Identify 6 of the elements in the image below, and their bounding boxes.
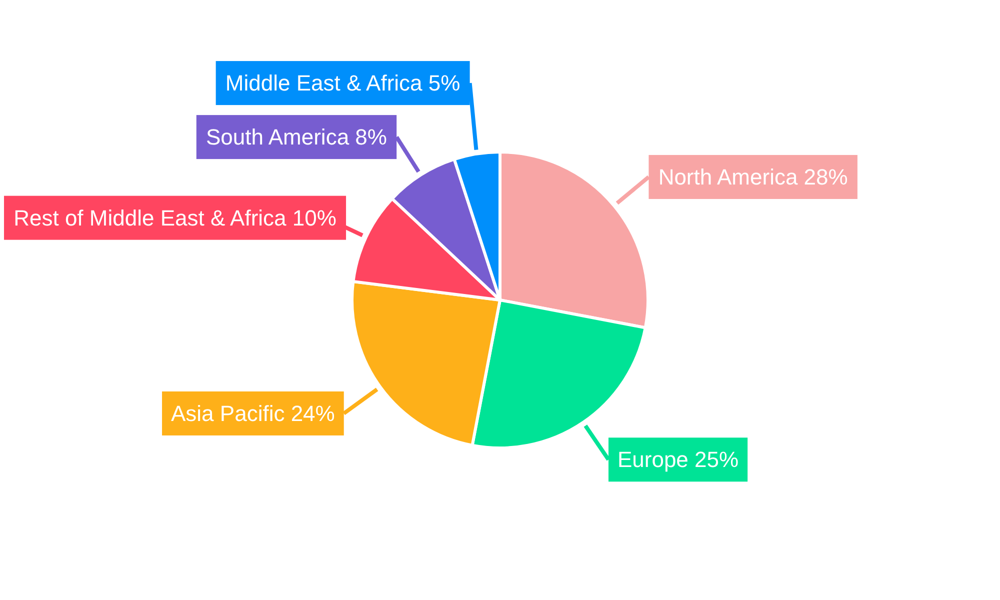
slice-label: Rest of Middle East & Africa 10% bbox=[14, 205, 336, 230]
slice-label: Asia Pacific 24% bbox=[171, 400, 335, 426]
slice-label: Middle East & Africa 5% bbox=[225, 70, 460, 96]
slice-label: North America 28% bbox=[658, 164, 848, 190]
slice-label: South America 8% bbox=[206, 124, 387, 150]
slice-label: Europe 25% bbox=[617, 447, 739, 472]
